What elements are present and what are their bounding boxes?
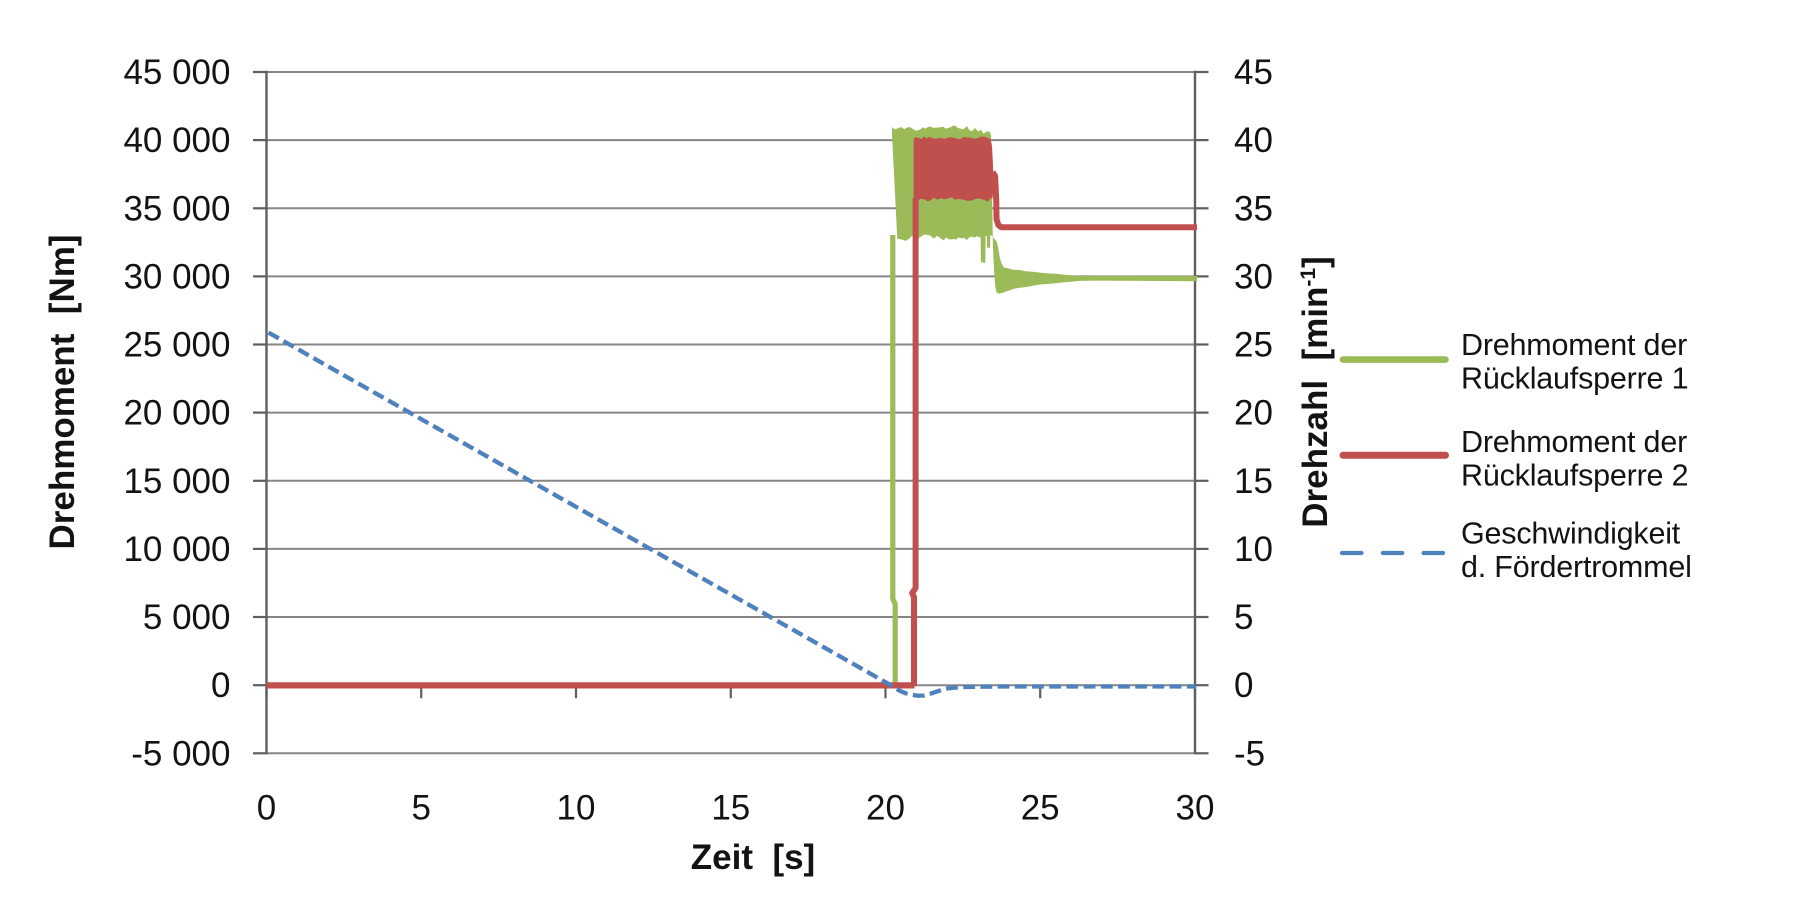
svg-text:d. Fördertrommel: d. Fördertrommel xyxy=(1461,550,1692,584)
svg-text:45: 45 xyxy=(1234,53,1273,92)
svg-text:Rücklaufsperre 2: Rücklaufsperre 2 xyxy=(1461,459,1688,493)
svg-text:40 000: 40 000 xyxy=(123,121,230,160)
svg-text:5 000: 5 000 xyxy=(143,598,231,637)
svg-text:Drehmoment der: Drehmoment der xyxy=(1461,425,1687,459)
svg-text:0: 0 xyxy=(211,666,230,705)
svg-text:15: 15 xyxy=(711,789,750,828)
svg-text:25 000: 25 000 xyxy=(123,326,230,365)
svg-text:20: 20 xyxy=(866,789,905,828)
svg-text:Drehmoment der: Drehmoment der xyxy=(1461,328,1687,362)
svg-text:25: 25 xyxy=(1234,326,1273,365)
svg-text:Rücklaufsperre 1: Rücklaufsperre 1 xyxy=(1461,361,1688,395)
svg-text:Drehzahl [min-1]: Drehzahl [min-1] xyxy=(1296,256,1335,527)
svg-text:30 000: 30 000 xyxy=(123,257,230,296)
svg-text:10: 10 xyxy=(557,789,596,828)
svg-text:0: 0 xyxy=(1234,666,1253,705)
svg-text:-5 000: -5 000 xyxy=(131,734,230,773)
svg-text:-5: -5 xyxy=(1234,734,1265,773)
svg-text:30: 30 xyxy=(1176,789,1215,828)
svg-text:Drehmoment [Nm]: Drehmoment [Nm] xyxy=(43,234,82,549)
svg-text:35 000: 35 000 xyxy=(123,189,230,228)
svg-text:Zeit [s]: Zeit [s] xyxy=(691,838,815,877)
svg-text:10 000: 10 000 xyxy=(123,530,230,569)
svg-text:20: 20 xyxy=(1234,394,1273,433)
svg-text:25: 25 xyxy=(1021,789,1060,828)
svg-text:5: 5 xyxy=(1234,598,1253,637)
svg-text:20 000: 20 000 xyxy=(123,394,230,433)
svg-text:15 000: 15 000 xyxy=(123,462,230,501)
svg-text:Geschwindigkeit: Geschwindigkeit xyxy=(1461,517,1681,551)
svg-text:5: 5 xyxy=(411,789,430,828)
svg-text:40: 40 xyxy=(1234,121,1273,160)
svg-text:35: 35 xyxy=(1234,189,1273,228)
svg-text:10: 10 xyxy=(1234,530,1273,569)
svg-text:45 000: 45 000 xyxy=(123,53,230,92)
svg-text:15: 15 xyxy=(1234,462,1273,501)
svg-text:0: 0 xyxy=(257,789,276,828)
svg-text:30: 30 xyxy=(1234,257,1273,296)
